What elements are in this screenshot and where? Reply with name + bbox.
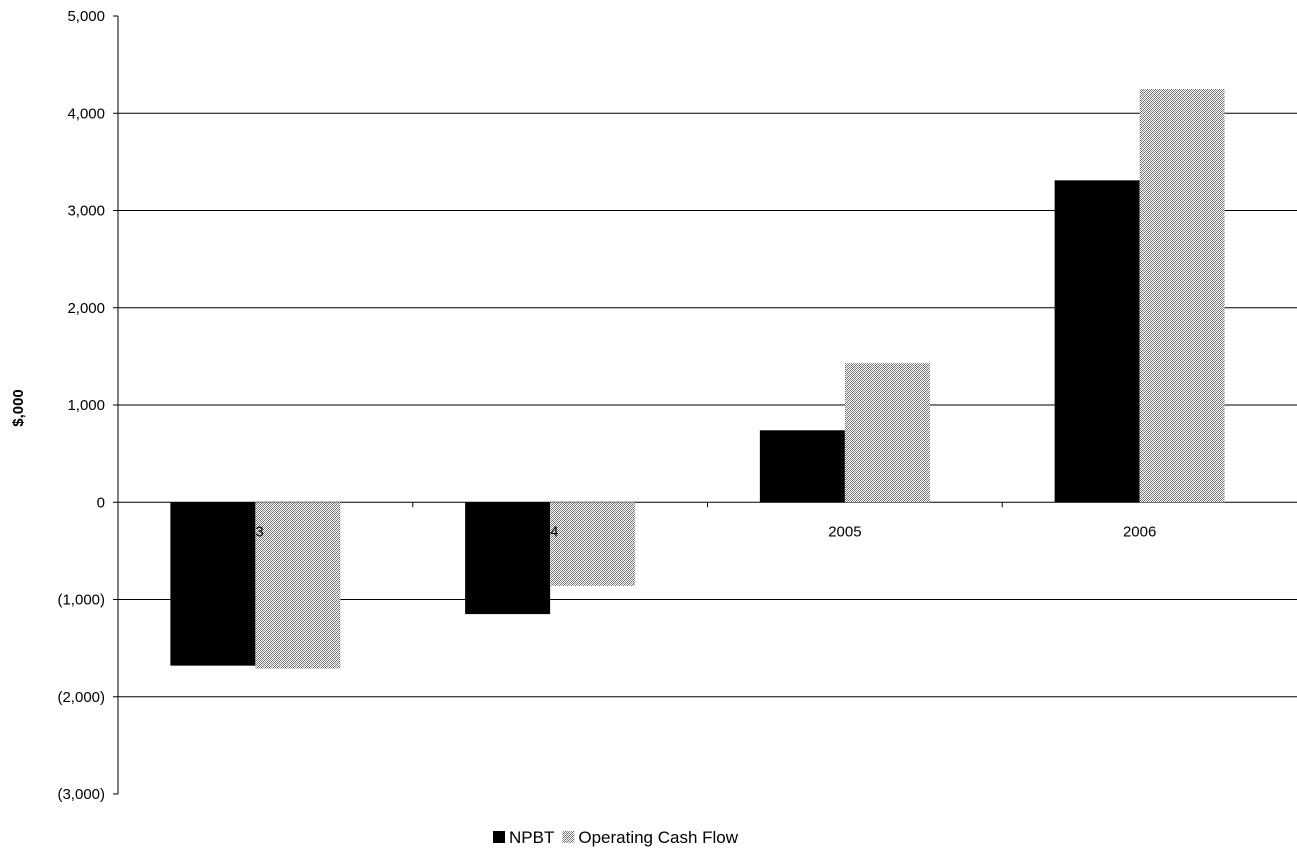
bar-npbt-2005 (759, 430, 845, 503)
legend-label-operating-cash-flow: Operating Cash Flow (578, 828, 738, 847)
legend-swatch-operating-cash-flow (562, 831, 575, 843)
legend: NPBT Operating Cash Flow (493, 828, 739, 847)
x-tick-label: 04 (542, 523, 559, 540)
y-tick-label: (2,000) (57, 689, 105, 706)
bar-operating-cash-flow-2005 (844, 363, 930, 503)
bar-operating-cash-flow-2004 (550, 502, 636, 586)
x-tick-labels: 03 04 2005 2006 (247, 523, 1156, 540)
bar-npbt-2004 (465, 502, 551, 615)
x-tick-label: 2006 (1123, 523, 1156, 540)
bar-operating-cash-flow-2003 (255, 502, 341, 669)
bar-npbt-2006 (1054, 180, 1140, 503)
legend-swatch-npbt (493, 831, 505, 843)
legend-label-npbt: NPBT (509, 828, 554, 847)
y-tick-labels: 5,000 4,000 3,000 2,000 1,000 0 (1,000) (2,000)… (57, 8, 105, 803)
y-axis-label: $,000 (10, 389, 27, 427)
y-tick-label: 0 (97, 494, 105, 511)
bar-npbt-2003 (170, 502, 256, 666)
y-tick-label: 2,000 (67, 300, 105, 317)
y-tick-label: 5,000 (67, 8, 105, 25)
bars (170, 88, 1225, 669)
y-tick-label: 4,000 (67, 105, 105, 122)
bar-operating-cash-flow-2006 (1139, 88, 1225, 503)
y-tick-label: 3,000 (67, 203, 105, 220)
x-tick-label: 2005 (828, 523, 861, 540)
y-tick-label: (1,000) (57, 592, 105, 609)
y-tick-label: 1,000 (67, 397, 105, 414)
x-tick-label: 03 (247, 523, 264, 540)
y-tick-label: (3,000) (57, 786, 105, 803)
